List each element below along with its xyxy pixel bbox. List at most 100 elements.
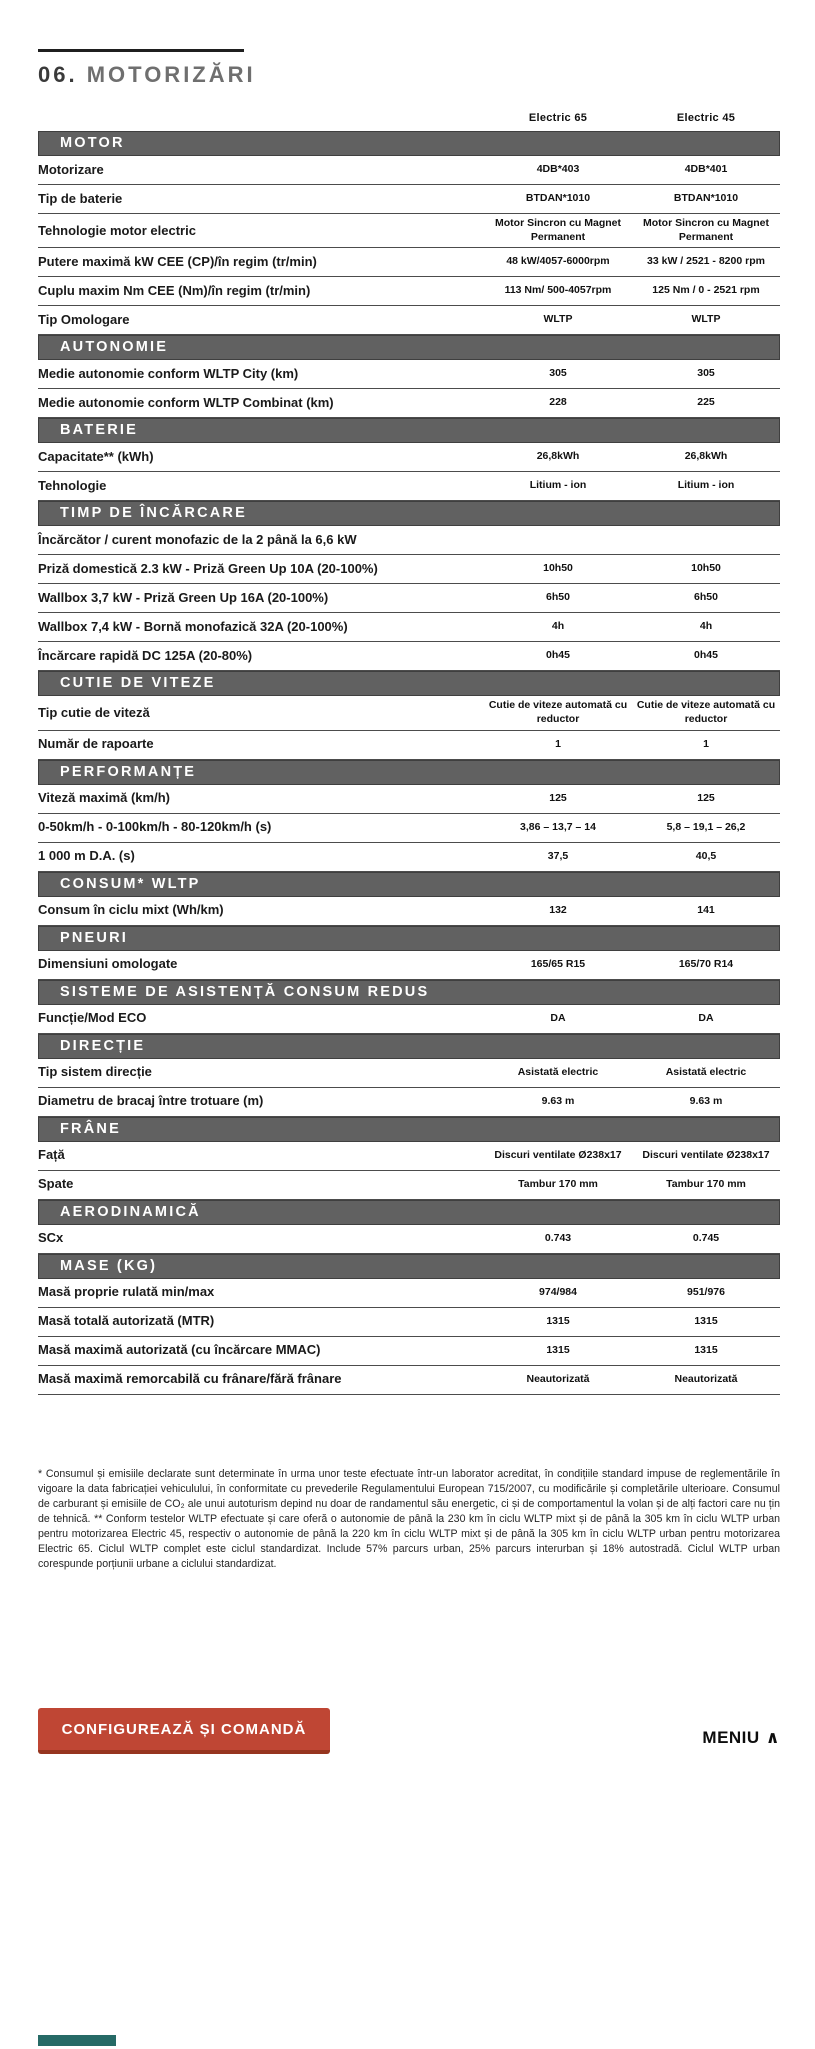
row-value-1: 113 Nm/ 500-4057rpm [504, 284, 612, 297]
table-row: Dimensiuni omologate 165/65 R15 165/70 R… [38, 951, 780, 980]
row-value-1: 9.63 m [541, 1094, 575, 1107]
row-label: Tip cutie de viteză [38, 704, 150, 720]
table-row: Număr de rapoarte 1 1 [38, 731, 780, 760]
row-value-2: 0.745 [692, 1231, 720, 1244]
table-row: Tip cutie de viteză Cutie de viteze auto… [38, 696, 780, 731]
configure-and-order-button[interactable]: CONFIGUREAZĂ ȘI COMANDĂ [38, 1707, 330, 1754]
row-value-2: 4h [699, 620, 713, 633]
row-label: Număr de rapoarte [38, 736, 154, 752]
section-rows: Dimensiuni omologate 165/65 R15 165/70 R… [38, 951, 780, 980]
spec-section: CONSUM* WLTP Consum în ciclu mixt (Wh/km… [38, 871, 780, 926]
row-value-1: 125 [549, 791, 567, 804]
section-rows: Față Discuri ventilate Ø238x17 Discuri v… [38, 1142, 780, 1200]
row-value-2: 305 [697, 367, 715, 380]
row-value-2: 225 [697, 396, 715, 409]
spec-section: PNEURI Dimensiuni omologate 165/65 R15 1… [38, 925, 780, 980]
table-row: Masă maximă remorcabilă cu frânare/fără … [38, 1366, 780, 1395]
table-row: Încărcător / curent monofazic de la 2 pâ… [38, 526, 780, 556]
row-value-2: BTDAN*1010 [673, 192, 739, 205]
menu-link-label: MENIU [702, 1727, 760, 1747]
table-row: Tip de baterie BTDAN*1010 BTDAN*1010 [38, 185, 780, 214]
row-value-2: Motor Sincron cu Magnet Permanent [643, 217, 769, 243]
row-value-2: Cutie de viteze automată cu reductor [636, 699, 776, 725]
table-row: 0-50km/h - 0-100km/h - 80-120km/h (s) 3,… [38, 814, 780, 843]
table-row: Putere maximă kW CEE (CP)/în regim (tr/m… [38, 248, 780, 278]
table-row: Wallbox 7,4 kW - Bornă monofazică 32A (2… [38, 613, 780, 643]
row-value-2: 165/70 R14 [678, 957, 734, 970]
table-row: Încărcare rapidă DC 125A (20-80%) 0h45 0… [38, 642, 780, 672]
row-label: Față [38, 1147, 65, 1163]
section-rows: Consum în ciclu mixt (Wh/km) 132 141 [38, 897, 780, 926]
spec-section: PERFORMANȚE Viteză maximă (km/h) 125 125… [38, 759, 780, 872]
chevron-up-icon: ∧ [765, 1727, 780, 1747]
row-label: Cuplu maxim Nm CEE (Nm)/în regim (tr/min… [38, 283, 311, 299]
section-header: PNEURI [38, 925, 780, 951]
table-row: Spate Tambur 170 mm Tambur 170 mm [38, 1171, 780, 1200]
row-label: Masă totală autorizată (MTR) [38, 1313, 215, 1329]
row-value-1: 10h50 [543, 562, 573, 575]
row-value-2: 141 [697, 903, 715, 916]
table-row: Wallbox 3,7 kW - Priză Green Up 16A (20-… [38, 584, 780, 614]
row-label: Medie autonomie conform WLTP Combinat (k… [38, 395, 334, 411]
section-rows: Tip sistem direcție Asistată electric As… [38, 1059, 780, 1117]
row-label: Capacitate** (kWh) [38, 449, 154, 465]
section-rows: Funcție/Mod ECO DA DA [38, 1005, 780, 1034]
table-row: Medie autonomie conform WLTP Combinat (k… [38, 389, 780, 419]
row-value-1: Motor Sincron cu Magnet Permanent [495, 217, 621, 243]
section-header: TIMP DE ÎNCĂRCARE [38, 501, 780, 527]
row-value-1: Tambur 170 mm [518, 1177, 598, 1190]
row-value-1: 3,86 – 13,7 – 14 [520, 820, 596, 833]
row-value-2: 33 kW / 2521 - 8200 rpm [647, 255, 765, 268]
row-value-2: Tambur 170 mm [666, 1177, 746, 1190]
row-value-1: 0h45 [546, 649, 570, 662]
section-rows: Încărcător / curent monofazic de la 2 pâ… [38, 526, 780, 672]
section-header: AUTONOMIE [38, 335, 780, 361]
column-header-electric-45: Electric 45 [676, 112, 736, 124]
spec-section: SISTEME DE ASISTENȚĂ CONSUM REDUS Funcți… [38, 979, 780, 1034]
table-row: Motorizare 4DB*403 4DB*401 [38, 156, 780, 185]
row-label: Motorizare [38, 161, 104, 177]
section-rows: Capacitate** (kWh) 26,8kWh 26,8kWh Tehno… [38, 443, 780, 502]
row-value-1: 1315 [546, 1343, 570, 1356]
spec-section: MASE (KG) Masă proprie rulată min/max 97… [38, 1253, 780, 1395]
section-rows: Masă proprie rulată min/max 974/984 951/… [38, 1279, 780, 1395]
row-label: Medie autonomie conform WLTP City (km) [38, 366, 299, 382]
row-value-2: 10h50 [691, 562, 721, 575]
row-value-1: 228 [549, 396, 567, 409]
row-value-1: 48 kW/4057-6000rpm [506, 255, 610, 268]
row-label: Consum în ciclu mixt (Wh/km) [38, 902, 224, 918]
row-label: Tehnologie [38, 478, 107, 494]
row-value-2: 9.63 m [689, 1094, 723, 1107]
row-value-1: 165/65 R15 [530, 957, 586, 970]
row-value-2: Discuri ventilate Ø238x17 [642, 1148, 770, 1161]
spec-section: FRÂNE Față Discuri ventilate Ø238x17 Dis… [38, 1116, 780, 1200]
table-row: Capacitate** (kWh) 26,8kWh 26,8kWh [38, 443, 780, 473]
row-value-2: 125 Nm / 0 - 2521 rpm [652, 284, 760, 297]
row-value-2: WLTP [691, 313, 721, 326]
row-label: SCx [38, 1230, 64, 1246]
row-label: Încărcător / curent monofazic de la 2 pâ… [38, 532, 357, 548]
footnote-text: * Consumul și emisiile declarate sunt de… [38, 1467, 780, 1570]
row-value-1: 26,8kWh [536, 450, 580, 463]
row-value-1: DA [550, 1011, 566, 1024]
row-value-1: Neautorizată [526, 1372, 590, 1385]
row-value-1: 1315 [546, 1314, 570, 1327]
row-value-2: Neautorizată [674, 1372, 738, 1385]
table-row: Masă proprie rulată min/max 974/984 951/… [38, 1279, 780, 1308]
table-row: Masă totală autorizată (MTR) 1315 1315 [38, 1308, 780, 1337]
table-row: Tehnologie motor electric Motor Sincron … [38, 214, 780, 249]
row-label: Dimensiuni omologate [38, 956, 178, 972]
page-title-text: MOTORIZĂRI [86, 62, 256, 87]
row-value-1: 305 [549, 367, 567, 380]
section-header: DIRECȚIE [38, 1033, 780, 1059]
row-value-1: 132 [549, 903, 567, 916]
spec-section: MOTOR Motorizare 4DB*403 4DB*401 Tip de … [38, 131, 780, 336]
table-row: SCx 0.743 0.745 [38, 1225, 780, 1254]
column-header-electric-65: Electric 65 [528, 112, 588, 124]
menu-link[interactable]: MENIU ∧ [702, 1728, 780, 1754]
row-label: Masă proprie rulată min/max [38, 1284, 215, 1300]
row-label: 0-50km/h - 0-100km/h - 80-120km/h (s) [38, 819, 272, 835]
spec-section: DIRECȚIE Tip sistem direcție Asistată el… [38, 1033, 780, 1117]
row-value-2: 26,8kWh [684, 450, 728, 463]
row-label: Tip Omologare [38, 312, 130, 328]
